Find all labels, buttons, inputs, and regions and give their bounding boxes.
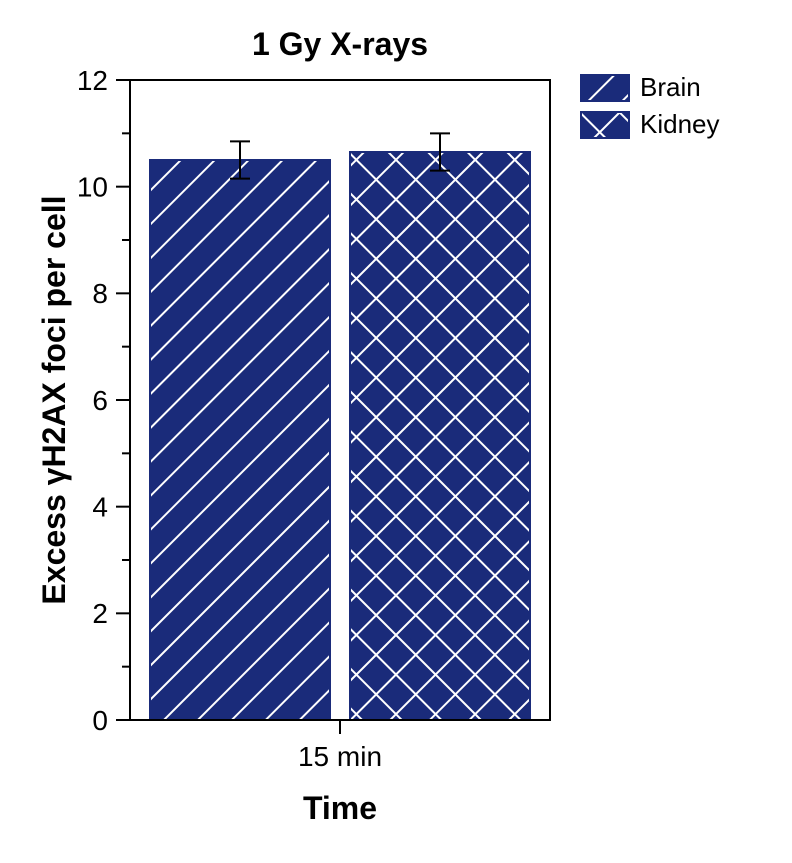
chart-stage: { "chart": { "type": "bar", "title": "1 … (0, 0, 792, 858)
ytick-label: 8 (92, 278, 108, 309)
legend-swatch-kidney (580, 111, 630, 139)
ytick-label: 0 (92, 705, 108, 736)
ytick-label: 6 (92, 385, 108, 416)
legend-row-brain: Brain (580, 72, 720, 103)
legend-label-brain: Brain (640, 72, 701, 103)
bar-kidney (350, 152, 530, 720)
ytick-label: 10 (77, 171, 108, 202)
legend-swatch-brain (580, 74, 630, 102)
legend-row-kidney: Kidney (580, 109, 720, 140)
ytick-label: 12 (77, 65, 108, 96)
ytick-label: 4 (92, 491, 108, 522)
ytick-label: 2 (92, 598, 108, 629)
legend: Brain Kidney (580, 72, 720, 146)
bar-brain (150, 160, 330, 720)
xtick-label: 15 min (298, 741, 382, 772)
legend-label-kidney: Kidney (640, 109, 720, 140)
